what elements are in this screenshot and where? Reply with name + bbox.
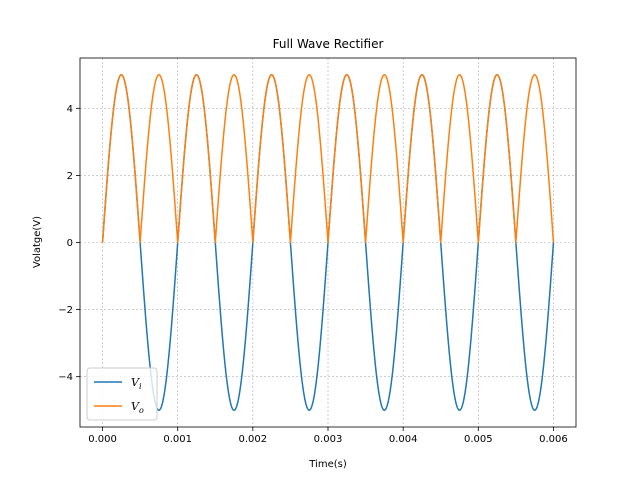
legend-label: Vo: [131, 400, 144, 415]
x-tick-label: 0.000: [88, 434, 117, 445]
x-tick-label: 0.003: [314, 434, 343, 445]
y-axis-label: Volatge(V): [32, 216, 43, 268]
y-tick-label: 4: [67, 104, 73, 115]
legend: Vi Vo: [86, 367, 158, 421]
x-tick-label: 0.004: [389, 434, 418, 445]
y-tick-label: −4: [58, 372, 73, 383]
x-axis: 0.000 0.001 0.002 0.003 0.004 0.005 0.006: [88, 427, 568, 445]
x-tick-label: 0.002: [239, 434, 268, 445]
x-tick-label: 0.006: [539, 434, 568, 445]
x-axis-label: Time(s): [308, 459, 347, 470]
chart-title: Full Wave Rectifier: [273, 37, 384, 51]
y-tick-label: 0: [67, 238, 73, 249]
x-tick-label: 0.001: [163, 434, 192, 445]
legend-box: [86, 367, 158, 421]
legend-label: Vi: [131, 376, 142, 391]
y-axis: −4 −2 0 2 4: [58, 104, 80, 383]
x-tick-label: 0.005: [464, 434, 493, 445]
plot-series: [101, 74, 555, 411]
series-line-vo: [101, 74, 555, 244]
y-tick-label: 2: [67, 171, 73, 182]
y-tick-label: −2: [58, 305, 73, 316]
